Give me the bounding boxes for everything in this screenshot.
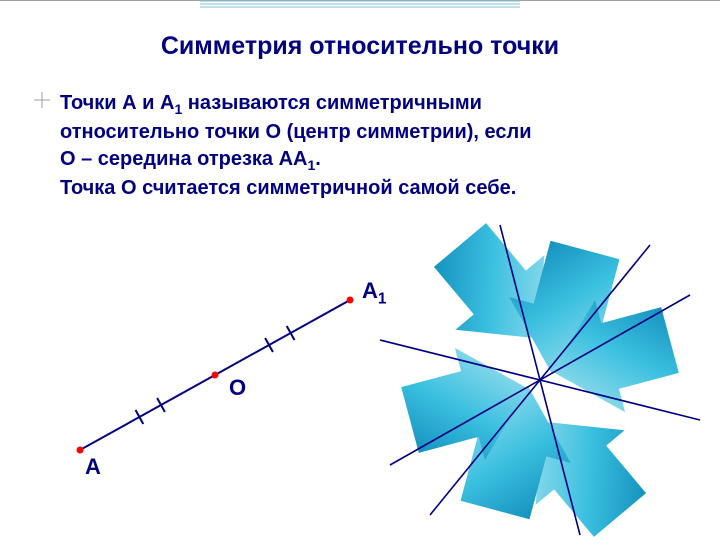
- arrows-svg: [370, 210, 710, 550]
- segment-svg: [50, 240, 380, 490]
- arrows-diagram: [370, 210, 710, 530]
- segment-diagram: А О А1: [50, 240, 380, 490]
- label-a: А: [85, 454, 101, 480]
- body-line3a: О – середина отрезка АА: [60, 148, 308, 170]
- body-line4: Точка О считается симметричной самой себ…: [60, 177, 516, 199]
- label-o: О: [229, 375, 246, 401]
- body-line2: относительно точки О (центр симметрии), …: [60, 121, 532, 143]
- body-paragraph: Точки А и А1 называются симметричными от…: [60, 90, 660, 202]
- slide-title: Симметрия относительно точки: [0, 32, 720, 61]
- body-line1b: называются симметричными: [182, 92, 482, 114]
- body-line3b: .: [315, 148, 321, 170]
- body-line1a: Точки А и А: [60, 92, 174, 114]
